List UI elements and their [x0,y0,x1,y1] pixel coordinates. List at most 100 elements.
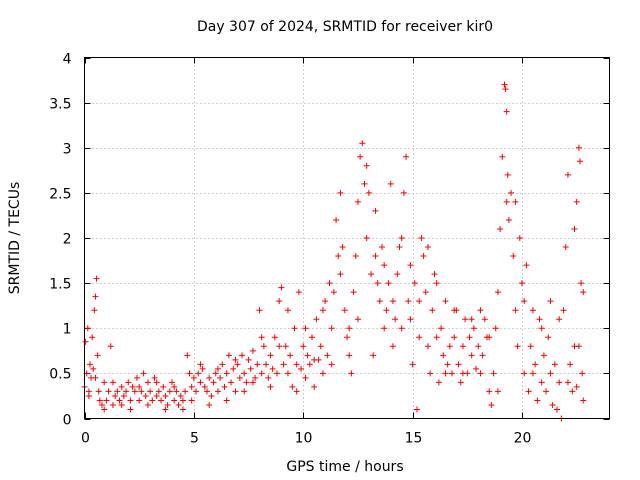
data-point [449,370,455,377]
data-point [473,365,480,372]
data-point [193,388,200,395]
data-point [424,343,431,350]
data-point [494,289,501,296]
data-point [219,361,226,368]
data-point [504,171,511,178]
data-point [486,388,493,395]
data-point [92,374,99,381]
data-point [149,397,156,404]
data-point [188,383,195,390]
data-point [247,365,254,372]
data-point [144,401,151,408]
data-point [92,293,99,300]
data-point [127,397,134,404]
data-point [551,361,558,368]
data-points [81,81,587,422]
data-point [254,361,261,368]
data-point [214,388,221,395]
data-point [267,383,274,390]
data-point [101,406,108,413]
data-point [516,235,523,241]
data-point [490,370,497,377]
data-point [225,352,232,359]
data-point [525,388,532,395]
data-point [182,388,189,395]
data-point [317,343,324,350]
data-point [177,392,184,399]
data-point [118,383,125,390]
data-point [477,307,484,314]
data-point [392,316,399,323]
data-point [164,401,171,408]
data-point [341,307,348,314]
data-point [236,374,243,381]
data-point [293,361,300,368]
data-point [287,352,294,359]
x-axis-label: GPS time / hours [286,459,403,475]
data-point [260,343,267,350]
data-point [529,307,536,314]
data-point [195,370,202,377]
data-point [363,235,370,241]
data-point [228,379,235,386]
data-point [118,401,125,408]
data-point [422,289,429,296]
data-point [84,325,91,332]
data-point [291,325,298,332]
data-point [232,356,239,363]
data-point [284,307,291,314]
data-point [547,298,554,305]
data-point [127,406,134,413]
data-point [510,253,517,260]
data-point [258,334,265,341]
data-point [396,244,403,251]
data-point [234,361,241,368]
data-point [470,325,477,332]
data-point [313,316,320,323]
data-point [256,307,263,314]
data-point [580,289,587,296]
data-point [114,388,121,395]
data-point [335,253,342,260]
data-point [540,352,547,359]
data-point [328,325,335,332]
data-point [429,307,436,314]
data-point [538,379,545,386]
data-point [245,356,252,363]
data-point [173,388,180,395]
data-point [407,316,414,323]
data-point [352,253,359,260]
data-point [271,334,278,341]
data-point [201,383,208,390]
data-point [354,316,361,323]
data-point [398,235,405,241]
data-point [171,397,178,404]
data-point [538,325,545,332]
data-point [300,343,307,350]
data-point [580,397,587,404]
data-point [96,397,103,404]
data-point [282,343,289,350]
data-point [142,392,149,399]
data-point [567,361,574,368]
data-point [350,289,357,296]
data-point [337,271,344,278]
data-point [459,370,466,377]
data-point [354,198,361,205]
data-point [376,298,383,305]
data-point [383,307,390,314]
data-point [140,370,147,377]
data-point [547,370,554,377]
data-point [519,280,525,287]
data-point [112,392,119,399]
data-point [571,225,578,232]
data-point [573,383,580,390]
data-point [365,189,372,196]
data-point [210,379,217,386]
data-point [521,370,528,377]
data-point [243,379,250,386]
data-point [249,379,256,386]
data-point [363,162,370,169]
data-point [101,379,108,386]
plot-frame [84,57,610,419]
